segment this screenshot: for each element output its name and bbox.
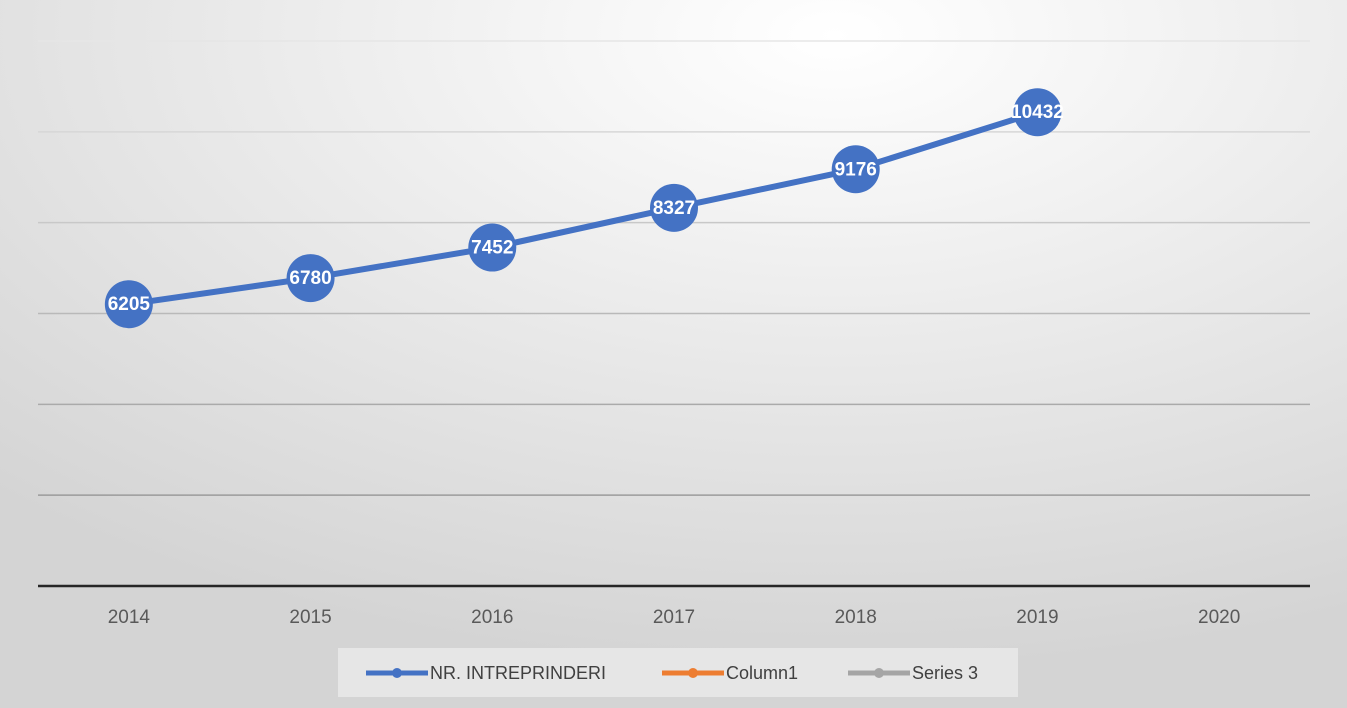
legend-marker (874, 668, 884, 678)
point-marker (104, 280, 153, 329)
data-label: 9176 (835, 159, 877, 180)
data-label: 10432 (1011, 102, 1064, 123)
data-label: 6780 (289, 268, 331, 289)
legend-label: Series 3 (912, 663, 978, 683)
x-tick-label: 2017 (653, 607, 695, 628)
legend-label: Column1 (726, 663, 798, 683)
x-tick-label: 2019 (1016, 607, 1058, 628)
data-label: 6205 (108, 294, 151, 315)
x-tick-label: 2020 (1198, 607, 1240, 628)
point-marker (468, 223, 517, 272)
x-tick-label: 2014 (108, 607, 151, 628)
data-label: 8327 (653, 198, 695, 219)
x-tick-label: 2018 (835, 607, 877, 628)
legend-label: NR. INTREPRINDERI (430, 663, 606, 683)
x-tick-label: 2016 (471, 607, 513, 628)
point-marker (1013, 88, 1062, 137)
series-line (128, 109, 1039, 308)
x-tick-label: 2015 (289, 607, 331, 628)
point-marker (286, 254, 335, 303)
point-marker (831, 145, 880, 194)
legend-marker (688, 668, 698, 678)
data-label: 7452 (471, 238, 513, 259)
point-marker (650, 183, 698, 232)
legend-marker (392, 668, 402, 678)
